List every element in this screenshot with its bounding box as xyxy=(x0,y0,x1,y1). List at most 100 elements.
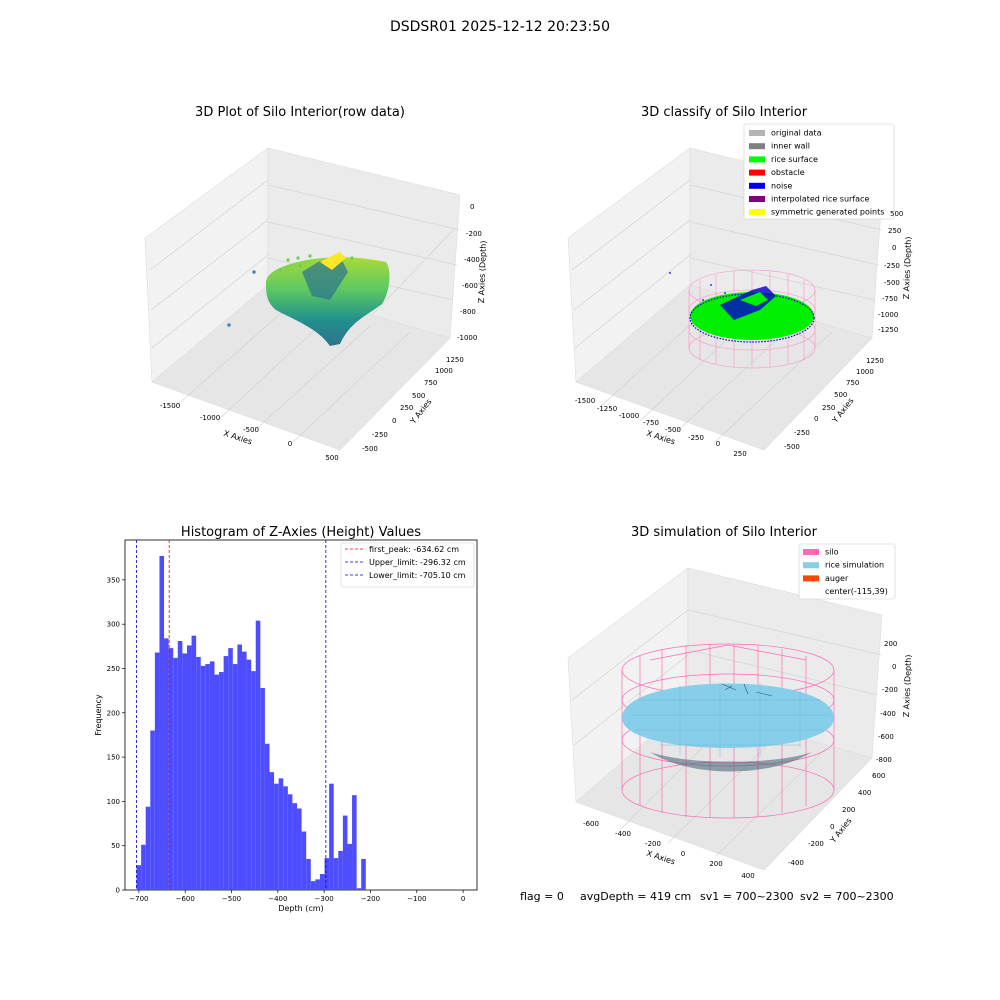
sim-y-ticks: -400 -200 0 200 400 600 xyxy=(788,772,885,867)
sim-legend-label: auger xyxy=(825,574,849,583)
histogram-xtick-label: −500 xyxy=(222,895,241,903)
raw-scatter-points xyxy=(227,254,354,327)
raw-ytick-2: -250 xyxy=(372,431,388,439)
histogram-bar xyxy=(214,674,220,890)
histogram-bar xyxy=(255,620,261,890)
classify-zlabel: Z Axies (Depth) xyxy=(902,236,913,299)
histogram-y-ticks: 0 50 100 150 200 250 300 350 xyxy=(107,576,125,895)
raw-ztick-5: -800 xyxy=(460,308,476,316)
histogram-reference-lines xyxy=(136,540,327,890)
histogram-xtick-label: 0 xyxy=(461,895,465,903)
sim-ztick-3: -200 xyxy=(882,686,898,694)
histogram-bar xyxy=(219,672,224,890)
classify-x-ticks: -1500 -1250 -1000 -750 -500 -250 0 250 xyxy=(575,397,747,458)
histogram-bar xyxy=(292,803,298,890)
histogram-bar xyxy=(232,664,238,890)
figure-suptitle: DSDSR01 2025-12-12 20:23:50 xyxy=(390,19,610,35)
classify-ytick-1: -500 xyxy=(784,443,800,451)
sim-rice-mesh xyxy=(630,683,830,758)
sim-ztick-1: 200 xyxy=(884,640,897,648)
raw-silo-bowl xyxy=(266,258,390,346)
panel-classify: 3D classify of Silo Interior xyxy=(567,105,913,458)
histogram-bar xyxy=(164,638,169,890)
histogram-bar xyxy=(274,783,279,890)
sim-zlabel: Z Axies (Depth) xyxy=(902,654,913,717)
histogram-bar xyxy=(315,879,320,890)
sim-legend-swatch xyxy=(803,575,819,582)
status-sv2: sv2 = 700~2300 xyxy=(800,890,894,903)
histogram-bar xyxy=(251,671,256,890)
histogram-bar xyxy=(196,656,201,890)
sim-legend-swatch xyxy=(803,549,819,555)
histogram-bar xyxy=(361,858,366,890)
histogram-legend-box xyxy=(340,542,475,588)
sim-ztick-6: -800 xyxy=(876,756,892,764)
histogram-bar xyxy=(136,865,142,890)
histogram-bar xyxy=(150,730,155,890)
classify-ytick-3: 0 xyxy=(814,415,818,423)
sim-ztick-2: 0 xyxy=(892,663,896,671)
histogram-xtick-label: −100 xyxy=(407,895,426,903)
sim-ytick-4: 200 xyxy=(842,806,855,814)
classify-xtick-2: -1250 xyxy=(597,405,617,413)
histogram-xtick-label: −400 xyxy=(268,895,287,903)
raw-xtick-5: 500 xyxy=(325,454,338,462)
raw-xtick-3: -500 xyxy=(243,426,259,434)
classify-ytick-7: 1000 xyxy=(856,368,874,376)
histogram-bar xyxy=(297,808,302,890)
sim-legend-swatch xyxy=(803,562,819,569)
classify-xtick-1: -1500 xyxy=(575,397,595,405)
classify-xtick-4: -750 xyxy=(643,419,659,427)
histogram-xtick-label: −200 xyxy=(361,895,380,903)
histogram-xlabel: Depth (cm) xyxy=(278,904,323,913)
histogram-xtick-label: −700 xyxy=(129,895,148,903)
status-avg-depth: avgDepth = 419 cm xyxy=(580,890,691,903)
histogram-xtick-label: −600 xyxy=(176,895,195,903)
histogram-bar xyxy=(260,687,265,890)
sim-ytick-5: 400 xyxy=(858,789,871,797)
classify-ztick-5: -750 xyxy=(882,295,898,303)
raw-ytick-4: 250 xyxy=(400,404,413,412)
histogram-bar xyxy=(209,661,215,890)
sim-legend: silo rice simulation auger center(-115,39) xyxy=(798,543,896,600)
histogram-bar xyxy=(200,665,206,890)
classify-gridlines xyxy=(571,179,883,444)
raw-x-ticks: -1500 -1000 -500 0 500 xyxy=(160,402,339,462)
histogram-bar xyxy=(301,831,307,890)
histogram-bar xyxy=(191,635,197,890)
histogram-bar xyxy=(159,555,165,890)
sim-ytick-2: -200 xyxy=(808,840,824,848)
sim-legend-label: center(-115,39) xyxy=(825,587,888,596)
raw-ytick-7: 1000 xyxy=(435,367,453,375)
raw-top-points xyxy=(320,252,346,270)
histogram-ytick-label: 300 xyxy=(107,621,120,629)
classify-legend-swatch xyxy=(749,143,765,150)
classify-xtick-8: 250 xyxy=(733,450,746,458)
classify-ytick-8: 1250 xyxy=(866,357,884,365)
histogram-bar xyxy=(186,645,192,890)
histogram-ytick-label: 100 xyxy=(107,798,120,806)
histogram-bar xyxy=(264,743,270,890)
raw-ztick-3: -400 xyxy=(464,256,480,264)
panel-histogram: Histogram of Z-Axies (Height) Values −70… xyxy=(94,525,478,913)
sim-xtick-3: -200 xyxy=(645,840,661,848)
histogram-bar xyxy=(283,786,288,890)
histogram-ytick-label: 250 xyxy=(107,665,120,673)
classify-legend-swatch xyxy=(749,196,765,202)
histogram-bar xyxy=(338,851,343,890)
sim-ytick-6: 600 xyxy=(872,772,885,780)
histogram-bar xyxy=(145,806,151,890)
classify-legend-box xyxy=(743,123,895,220)
histogram-bar xyxy=(287,794,293,890)
histogram-bar xyxy=(352,795,357,890)
sim-ztick-5: -600 xyxy=(878,733,894,741)
classify-ztick-top: 500 xyxy=(890,210,903,218)
panel-classify-title: 3D classify of Silo Interior xyxy=(641,105,808,120)
histogram-ytick-label: 0 xyxy=(116,887,120,895)
sim-ztick-4: -400 xyxy=(880,710,896,718)
histogram-bar xyxy=(342,815,348,890)
sim-x-ticks: -600 -400 -200 0 200 400 xyxy=(583,820,755,880)
histogram-bar xyxy=(141,844,146,890)
classify-noise-points xyxy=(669,272,726,301)
histogram-bar xyxy=(182,653,187,890)
